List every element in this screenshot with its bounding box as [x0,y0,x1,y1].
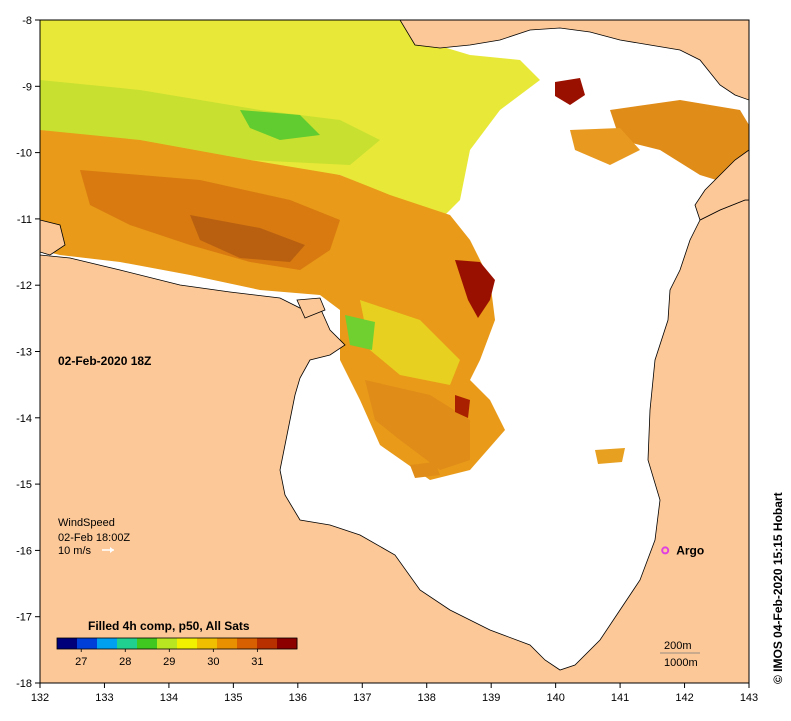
land-new-guinea [399,20,749,101]
y-tick-label: -8 [22,15,32,27]
sst-ne-orange-2 [570,128,640,165]
sst-hot-red-1 [455,260,495,318]
x-tick-label: 134 [160,692,178,704]
colorbar-ticks: 27 28 29 30 31 [75,649,263,668]
depth-200m-label: 200m [664,640,692,652]
colorbar-swatch [257,638,278,649]
sst-yellow-east [360,300,460,385]
colorbar-tick-label: 30 [207,656,219,668]
date-label: 02-Feb-2020 18Z [58,354,151,368]
colorbar-swatch [177,638,198,649]
copyright-label: © IMOS 04-Feb-2020 15:15 Hobart [771,492,785,684]
x-tick-label: 132 [31,692,49,704]
wind-legend-scale: 10 m/s [58,545,92,557]
colorbar: Filled 4h comp, p50, All Sats 27 28 29 30 31 [56,619,298,668]
colorbar-swatch [237,638,258,649]
sst-orange-south [365,380,470,470]
x-tick-label: 141 [611,692,629,704]
land-northern-territory [40,199,749,683]
x-tick-label: 136 [289,692,307,704]
sst-green-north [240,110,320,140]
y-tick-label: -12 [16,280,32,292]
x-tick-label: 137 [353,692,371,704]
colorbar-swatch [277,638,298,649]
y-axis: -8 -9 -10 -11 -12 -13 -14 -15 -16 -17 -18 [16,15,40,690]
wind-legend-time: 02-Feb 18:00Z [58,532,130,544]
wind-legend: WindSpeed 02-Feb 18:00Z 10 m/s [58,517,130,557]
sst-red-3 [455,395,470,418]
sst-data-layer [40,20,749,480]
land-layer [40,20,749,683]
colorbar-swatch [77,638,98,649]
land-groote-eylandt [296,297,326,319]
x-tick-label: 140 [546,692,564,704]
wind-legend-title: WindSpeed [58,517,115,529]
depth-legend: 200m 1000m [660,640,700,669]
colorbar-swatch [97,638,118,649]
y-tick-label: -13 [16,347,32,359]
x-tick-label: 143 [740,692,758,704]
y-tick-label: -18 [16,678,32,690]
x-tick-label: 139 [482,692,500,704]
argo-marker-dot [661,546,670,555]
sst-green-patch [345,315,375,350]
argo-label: Argo [676,543,704,557]
sst-ne-orange [610,100,749,190]
sst-brown-core [190,215,305,262]
sst-orange-gulf-2 [595,448,625,464]
colorbar-swatch [157,638,178,649]
x-axis: 132 133 134 135 136 137 138 139 140 141 142 143 [31,683,758,704]
y-tick-label: -9 [22,81,32,93]
colorbar-swatch [197,638,218,649]
x-tick-label: 135 [224,692,242,704]
x-tick-label: 142 [675,692,693,704]
sst-hot-red-2 [555,78,585,105]
sst-orange-gulf-1 [410,462,440,478]
sst-greenish-band [40,80,380,165]
argo-marker[interactable] [661,546,670,555]
colorbar-tick-label: 29 [163,656,175,668]
land-cape-york [694,149,749,221]
colorbar-title: Filled 4h comp, p50, All Sats [88,619,250,633]
colorbar-tick-label: 31 [251,656,263,668]
colorbar-swatch [217,638,238,649]
y-tick-label: -10 [16,148,32,160]
colorbar-swatch [57,638,78,649]
y-tick-label: -16 [16,545,32,557]
x-tick-label: 138 [418,692,436,704]
wind-scale-arrowhead [110,547,114,553]
colorbar-swatch [117,638,138,649]
colorbar-swatch [137,638,158,649]
colorbar-tick-label: 27 [75,656,87,668]
colorbar-swatches [57,638,298,649]
y-tick-label: -11 [17,214,32,226]
x-tick-label: 133 [95,692,113,704]
y-tick-label: -17 [16,612,32,624]
y-tick-label: -14 [16,413,32,425]
y-tick-label: -15 [16,479,32,491]
colorbar-tick-label: 28 [119,656,131,668]
colorbar-frame [56,637,298,650]
land-melville-island [40,219,66,256]
depth-1000m-label: 1000m [664,657,698,669]
